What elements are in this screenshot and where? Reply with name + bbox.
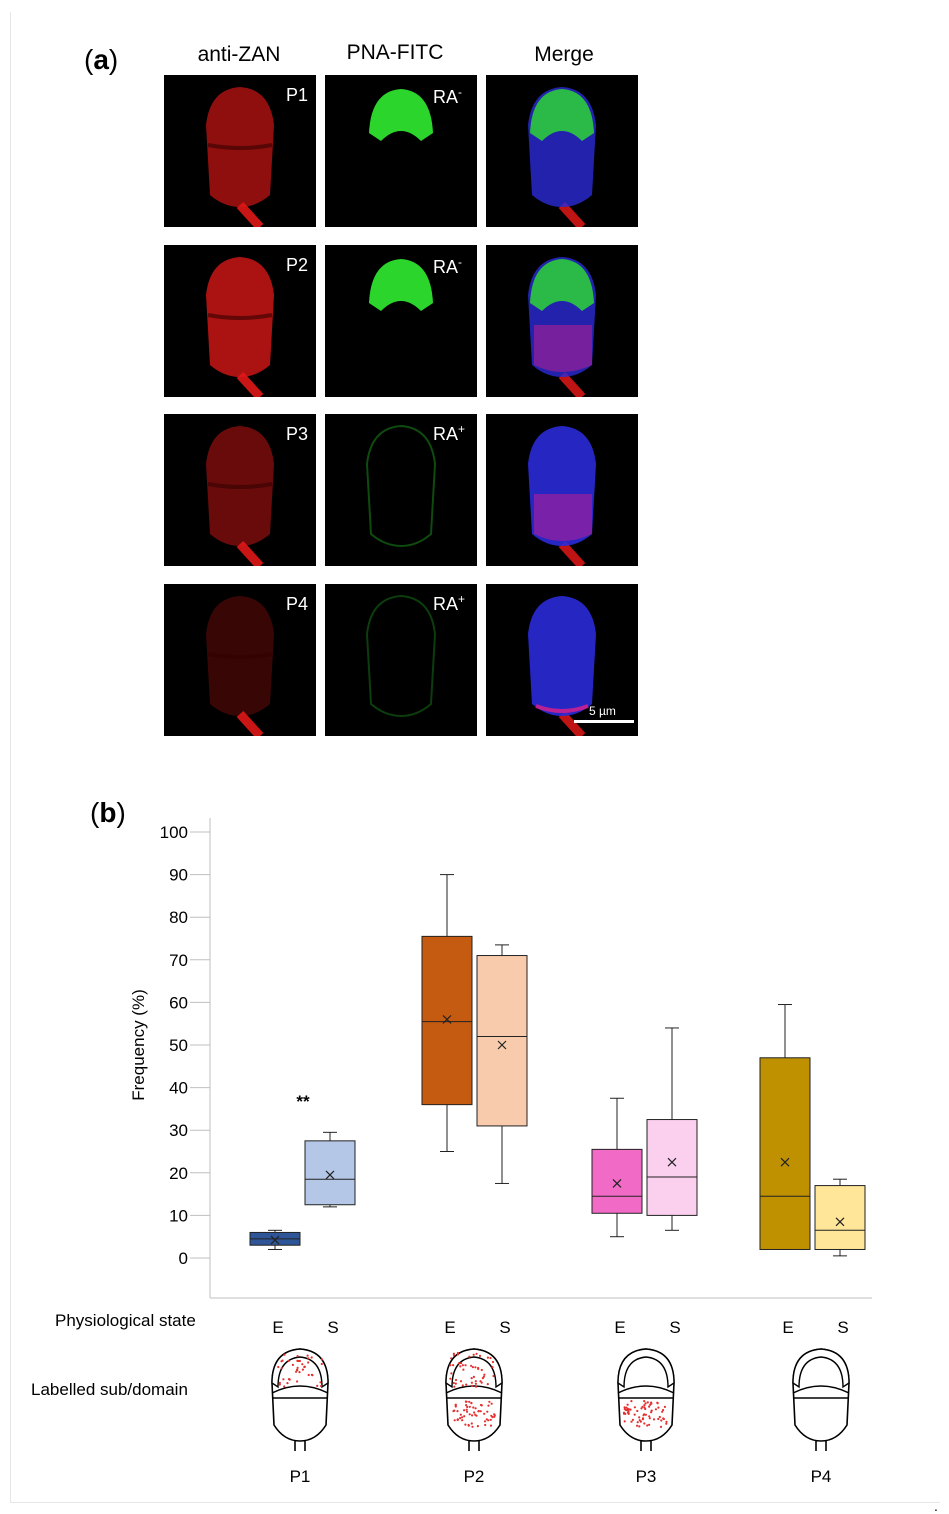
schematic-p4 bbox=[792, 1348, 850, 1451]
column-header-merge: Merge bbox=[534, 43, 594, 66]
y-tick-label-100: 100 bbox=[160, 823, 188, 842]
box-p4-s bbox=[814, 1178, 866, 1257]
group-label-p3: P3 bbox=[635, 1467, 657, 1486]
iqr-p2-s bbox=[476, 955, 528, 1127]
micrograph-p1-anti-zan: P1 bbox=[164, 75, 316, 227]
box-plot: 0 10 20 30 40 50 60 70 80 90 100 Frequency (%) E S E S E… bbox=[129, 818, 872, 1337]
iqr-p3-e bbox=[591, 1148, 643, 1214]
physiological-state-label: Physiological state bbox=[55, 1311, 196, 1330]
mean-marker-p1-s bbox=[325, 1170, 335, 1180]
micrograph-p1-pna-fitc: RA- bbox=[325, 75, 477, 227]
significance-marker: ** bbox=[296, 1092, 310, 1111]
box-p1-s bbox=[304, 1131, 356, 1208]
schematic-p3 bbox=[617, 1348, 675, 1451]
iqr-p1-s bbox=[304, 1140, 356, 1206]
mean-marker-p1-e bbox=[270, 1235, 280, 1245]
acrosome-status-label-p4: RA+ bbox=[433, 592, 466, 614]
box-p2-e bbox=[421, 874, 473, 1152]
labelled-domain-label: Labelled sub/domain bbox=[31, 1380, 188, 1399]
schematic-p1 bbox=[271, 1348, 329, 1451]
acrosome-status-label-p1: RA- bbox=[433, 85, 463, 107]
micrograph-p3-pna-fitc: RA+ bbox=[325, 414, 477, 566]
micrograph-p1-merge bbox=[486, 75, 638, 227]
state-label-p3-s: S bbox=[669, 1318, 680, 1337]
panel-a-letter: (a) bbox=[84, 44, 119, 75]
box-p4-e bbox=[759, 1004, 811, 1250]
micrograph-p2-anti-zan: P2 bbox=[164, 245, 316, 397]
state-label-p1-s: S bbox=[327, 1318, 338, 1337]
iqr-p2-e bbox=[421, 935, 473, 1106]
y-tick-label-30: 30 bbox=[169, 1121, 188, 1140]
state-label-p4-s: S bbox=[837, 1318, 848, 1337]
scale-bar-label: 5 µm bbox=[589, 704, 616, 718]
state-label-p4-e: E bbox=[782, 1318, 793, 1337]
y-axis-label: Frequency (%) bbox=[129, 989, 148, 1100]
iqr-p4-e bbox=[759, 1057, 811, 1250]
pattern-label-p4: P4 bbox=[286, 594, 309, 614]
box-p2-s bbox=[476, 944, 528, 1184]
micrograph-p3-merge bbox=[486, 414, 638, 566]
pattern-label-p1: P1 bbox=[286, 85, 309, 105]
iqr-p3-s bbox=[646, 1119, 698, 1216]
state-label-p3-e: E bbox=[614, 1318, 625, 1337]
mean-marker-p4-s bbox=[835, 1217, 845, 1227]
y-tick-label-40: 40 bbox=[169, 1079, 188, 1098]
mean-marker-p2-e bbox=[442, 1015, 452, 1024]
box-p1-e bbox=[249, 1229, 301, 1250]
micrograph-p3-anti-zan: P3 bbox=[164, 414, 316, 566]
panel-b-letter: (b) bbox=[90, 797, 126, 828]
mean-marker-p4-e bbox=[780, 1157, 790, 1167]
y-tick-label-80: 80 bbox=[169, 908, 188, 927]
pattern-label-p2: P2 bbox=[286, 255, 309, 275]
y-tick-label-20: 20 bbox=[169, 1164, 188, 1183]
micrograph-p4-pna-fitc: RA+ bbox=[325, 584, 477, 736]
y-tick-label-0: 0 bbox=[179, 1249, 188, 1268]
group-label-p1: P1 bbox=[289, 1467, 311, 1486]
micrograph-p2-pna-fitc: RA- bbox=[325, 245, 477, 397]
figure-frame bbox=[10, 12, 940, 1503]
y-tick-label-10: 10 bbox=[169, 1206, 188, 1225]
mean-marker-p2-s bbox=[497, 1040, 507, 1050]
group-label-p4: P4 bbox=[810, 1467, 832, 1486]
box-p3-e bbox=[591, 1097, 643, 1238]
pattern-label-p3: P3 bbox=[286, 424, 309, 444]
y-tick-label-60: 60 bbox=[169, 993, 188, 1012]
iqr-p4-s bbox=[814, 1185, 866, 1250]
y-tick-label-50: 50 bbox=[169, 1036, 188, 1055]
scale-bar bbox=[574, 720, 634, 723]
trailing-dot: . bbox=[934, 1498, 938, 1514]
micrograph-p4-anti-zan: P4 bbox=[164, 584, 316, 736]
acrosome-status-label-p2: RA- bbox=[433, 255, 463, 277]
y-tick-label-70: 70 bbox=[169, 951, 188, 970]
state-label-p2-e: E bbox=[444, 1318, 455, 1337]
state-label-p1-e: E bbox=[272, 1318, 283, 1337]
box-p3-s bbox=[646, 1027, 698, 1231]
y-tick-label-90: 90 bbox=[169, 866, 188, 885]
acrosome-status-label-p3: RA+ bbox=[433, 422, 466, 444]
mean-marker-p3-s bbox=[667, 1157, 677, 1167]
group-label-p2: P2 bbox=[463, 1467, 485, 1486]
schematic-p2 bbox=[445, 1348, 503, 1451]
micrograph-p4-merge: 5 µm bbox=[486, 584, 638, 736]
column-header-pna-fitc: PNA-FITC bbox=[346, 41, 444, 64]
column-header-anti-zan: anti-ZAN bbox=[197, 43, 281, 66]
mean-marker-p3-e bbox=[612, 1179, 622, 1188]
micrograph-p2-merge bbox=[486, 245, 638, 397]
state-label-p2-s: S bbox=[499, 1318, 510, 1337]
